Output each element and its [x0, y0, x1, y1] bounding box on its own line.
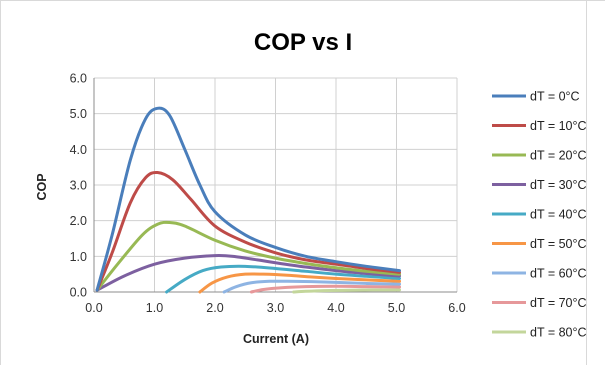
y-tick-label-3: 3.0 [70, 179, 87, 193]
legend-label-4: dT = 40°C [530, 208, 587, 222]
y-tick-label-5: 5.0 [70, 107, 87, 121]
gridlines [93, 77, 458, 293]
series-lines [95, 106, 402, 294]
legend-label-6: dT = 60°C [530, 267, 587, 281]
y-tick-label-1: 1.0 [70, 250, 87, 264]
frame-border-left [0, 0, 1, 365]
frame-border-right [586, 0, 587, 365]
series-line-6 [222, 279, 402, 294]
axes [93, 78, 457, 293]
y-axis-label: COP [35, 173, 49, 200]
x-tick-label-4: 4.0 [327, 301, 344, 315]
series-line-1 [95, 170, 402, 292]
x-tick-label-2: 2.0 [206, 301, 223, 315]
frame-border-top [0, 0, 605, 1]
series-line-7 [249, 284, 402, 294]
series-line-3 [95, 254, 402, 292]
y-tick-label-6: 6.0 [70, 72, 87, 86]
x-tick-label-5: 5.0 [388, 301, 405, 315]
legend-label-2: dT = 20°C [530, 149, 587, 163]
y-tick-label-0: 0.0 [70, 286, 87, 300]
legend-label-1: dT = 10°C [530, 119, 587, 133]
legend-label-8: dT = 80°C [530, 326, 587, 340]
x-tick-label-0: 0.0 [85, 301, 102, 315]
series-line-0 [95, 106, 402, 292]
series-line-2 [95, 220, 402, 292]
y-tick-labels: 0.0 1.0 2.0 3.0 4.0 5.0 6.0 [70, 72, 87, 300]
series-line-8 [292, 288, 402, 294]
x-tick-label-6: 6.0 [448, 301, 465, 315]
x-tick-label-3: 3.0 [267, 301, 284, 315]
chart-title: COP vs I [254, 29, 352, 56]
series-line-4 [165, 264, 402, 294]
x-axis-label: Current (A) [243, 332, 309, 346]
y-tick-label-2: 2.0 [70, 214, 87, 228]
series-line-5 [198, 272, 402, 294]
legend-label-3: dT = 30°C [530, 178, 587, 192]
x-tick-labels: 0.0 1.0 2.0 3.0 4.0 5.0 6.0 [85, 301, 465, 315]
legend-label-7: dT = 70°C [530, 296, 587, 310]
legend-label-5: dT = 50°C [530, 237, 587, 251]
legend: dT = 0°C dT = 10°C dT = 20°C dT = 30°C dT = … [492, 90, 587, 340]
x-tick-label-1: 1.0 [146, 301, 163, 315]
legend-label-0: dT = 0°C [530, 90, 580, 104]
y-tick-label-4: 4.0 [70, 143, 87, 157]
